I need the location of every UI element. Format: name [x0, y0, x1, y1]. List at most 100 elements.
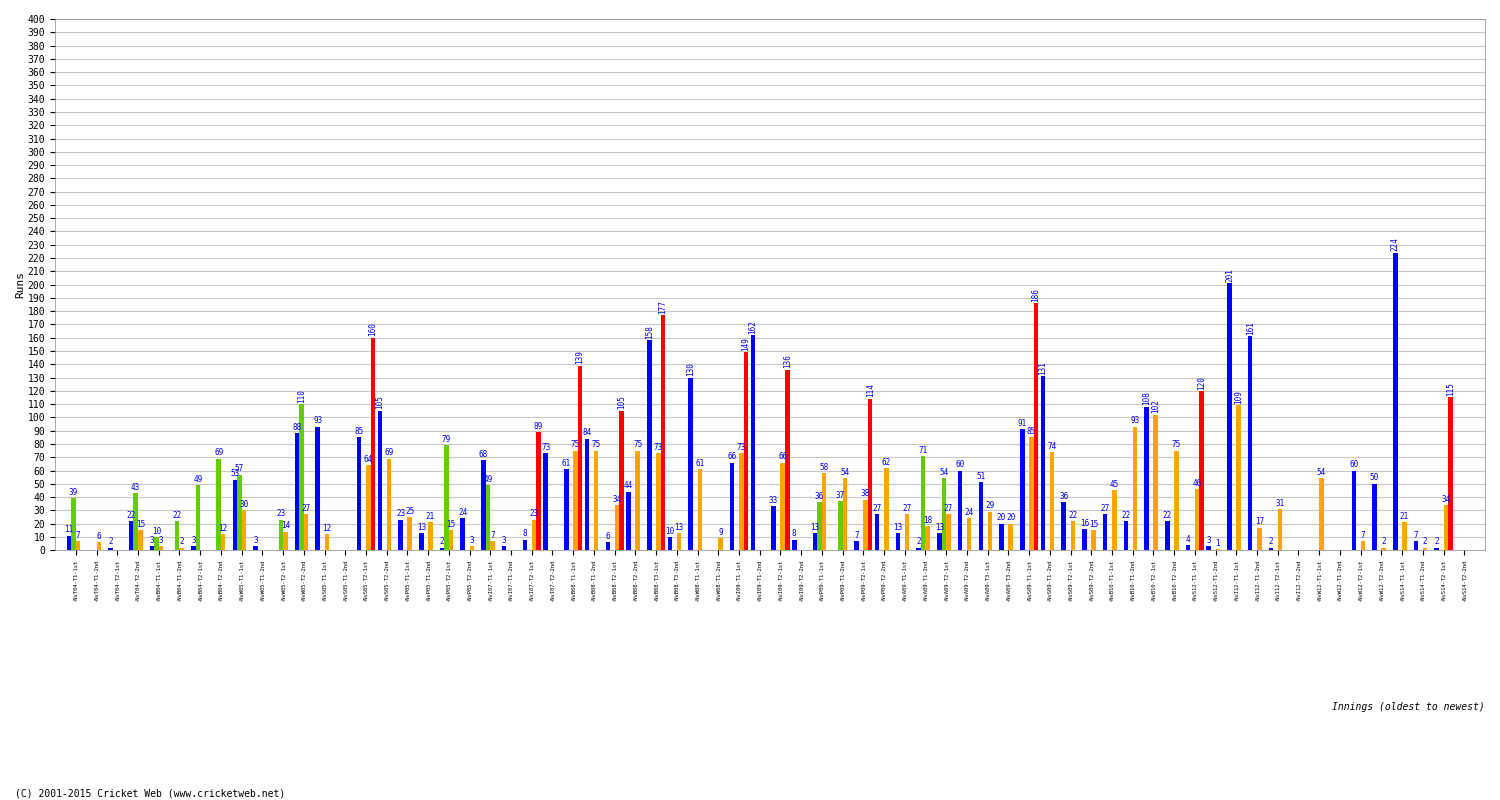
Text: 88: 88 — [292, 423, 302, 432]
Bar — [839, 501, 843, 550]
Text: 21: 21 — [426, 512, 435, 521]
Bar — [1200, 391, 1204, 550]
Bar — [129, 521, 134, 550]
Text: 139: 139 — [576, 350, 585, 364]
Text: 16: 16 — [1080, 518, 1089, 528]
Bar — [1166, 521, 1170, 550]
Bar — [180, 547, 184, 550]
Text: 114: 114 — [865, 384, 874, 398]
Bar — [1402, 522, 1407, 550]
Text: 34: 34 — [612, 494, 621, 504]
Text: 23: 23 — [530, 510, 538, 518]
Bar — [315, 426, 320, 550]
Text: 23: 23 — [276, 510, 285, 518]
Text: 61: 61 — [694, 459, 705, 468]
Bar — [1092, 530, 1096, 550]
Bar — [573, 450, 578, 550]
Text: 3: 3 — [150, 536, 154, 545]
Text: 13: 13 — [810, 522, 819, 532]
Text: 75: 75 — [633, 440, 642, 450]
Bar — [1215, 549, 1219, 550]
Text: 120: 120 — [1197, 376, 1206, 390]
Text: 13: 13 — [675, 522, 684, 532]
Bar — [718, 538, 723, 550]
Text: 110: 110 — [297, 389, 306, 402]
Bar — [946, 514, 951, 550]
Bar — [1008, 524, 1013, 550]
Text: 105: 105 — [616, 395, 626, 410]
Text: 84: 84 — [582, 428, 591, 438]
Bar — [660, 315, 664, 550]
Text: 34: 34 — [1442, 494, 1450, 504]
Text: 21: 21 — [1400, 512, 1408, 521]
Text: 30: 30 — [240, 500, 249, 509]
Bar — [636, 450, 640, 550]
Bar — [408, 517, 413, 550]
Text: 54: 54 — [939, 468, 948, 477]
Text: 75: 75 — [591, 440, 602, 450]
Bar — [780, 462, 784, 550]
Text: 49: 49 — [194, 474, 202, 484]
Bar — [750, 335, 754, 550]
Text: 2: 2 — [1424, 538, 1428, 546]
Text: 131: 131 — [1038, 361, 1047, 375]
Text: 69: 69 — [384, 448, 393, 458]
Bar — [916, 547, 921, 550]
Text: 66: 66 — [778, 452, 788, 462]
Text: 4: 4 — [1185, 534, 1191, 543]
Text: 14: 14 — [280, 522, 290, 530]
Bar — [1236, 406, 1240, 550]
Bar — [237, 474, 242, 550]
Bar — [1144, 406, 1149, 550]
Bar — [470, 546, 474, 550]
Bar — [387, 458, 392, 550]
Text: 224: 224 — [1390, 238, 1400, 251]
Text: 38: 38 — [861, 490, 870, 498]
Bar — [1434, 547, 1438, 550]
Bar — [154, 537, 159, 550]
Bar — [134, 493, 138, 550]
Text: 2: 2 — [440, 538, 444, 546]
Text: 64: 64 — [363, 455, 374, 464]
Text: 2: 2 — [108, 538, 112, 546]
Bar — [522, 539, 526, 550]
Text: 89: 89 — [534, 422, 543, 430]
Text: 68: 68 — [478, 450, 488, 458]
Text: 93: 93 — [314, 416, 322, 426]
Text: 20: 20 — [998, 514, 1006, 522]
Text: 3: 3 — [503, 536, 507, 545]
Text: 54: 54 — [840, 468, 849, 477]
Text: 15: 15 — [1089, 520, 1098, 529]
Text: 45: 45 — [1110, 480, 1119, 489]
Text: 36: 36 — [815, 492, 824, 501]
Text: 75: 75 — [572, 440, 580, 450]
Bar — [176, 521, 180, 550]
Text: 8: 8 — [792, 530, 796, 538]
Text: 136: 136 — [783, 354, 792, 368]
Text: 12: 12 — [322, 524, 332, 533]
Text: 105: 105 — [375, 395, 384, 410]
Text: 7: 7 — [1413, 530, 1419, 539]
Bar — [370, 338, 375, 550]
Text: 85: 85 — [354, 427, 364, 436]
Bar — [1394, 253, 1398, 550]
Text: 15: 15 — [135, 520, 146, 529]
Bar — [503, 546, 507, 550]
Bar — [216, 458, 220, 550]
Bar — [537, 432, 542, 550]
Bar — [926, 526, 930, 550]
Text: 51: 51 — [976, 472, 986, 481]
Text: 74: 74 — [1047, 442, 1056, 450]
Text: 23: 23 — [396, 510, 405, 518]
Text: 37: 37 — [836, 490, 844, 500]
Text: 27: 27 — [1101, 504, 1110, 513]
Text: 11: 11 — [64, 526, 74, 534]
Text: 79: 79 — [442, 435, 452, 444]
Bar — [740, 454, 744, 550]
Text: 6: 6 — [96, 532, 100, 541]
Bar — [874, 514, 879, 550]
Bar — [1278, 509, 1282, 550]
Bar — [958, 470, 963, 550]
Text: 50: 50 — [1370, 474, 1378, 482]
Text: 22: 22 — [1120, 510, 1131, 520]
